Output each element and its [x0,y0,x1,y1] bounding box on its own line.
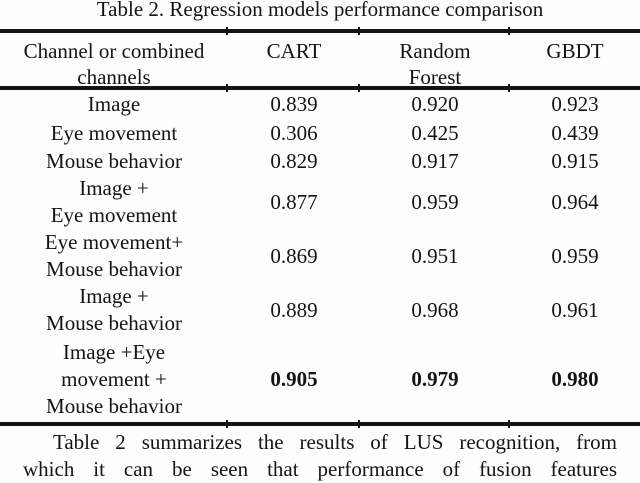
cell-gbdt: 0.964 [551,189,599,214]
cell-cart: 0.306 [270,120,318,145]
table-caption: Table 2. Regression models performance c… [96,0,544,21]
cell-cart: 0.877 [270,189,318,214]
header-cart: CART [266,39,322,63]
table-rule-bottom [0,420,640,428]
cell-channel: Image + Eye movement [50,176,178,227]
column-divider-mark [508,84,510,92]
cell-random-forest: 0.951 [411,243,459,268]
cell-gbdt: 0.915 [551,148,599,173]
cell-random-forest: 0.968 [411,297,459,322]
header-channel: Channel or combined channels [23,39,205,89]
cell-channel: Image [87,92,141,116]
cell-gbdt: 0.980 [551,367,599,391]
table-rule-top [0,27,640,35]
cell-random-forest: 0.425 [411,120,459,145]
cell-cart: 0.889 [270,297,318,322]
cell-gbdt: 0.959 [551,243,599,268]
cell-channel: Mouse behavior [46,148,182,173]
column-divider-mark [226,420,228,428]
cell-cart: 0.839 [270,92,318,116]
header-random-forest: Random Forest [399,39,471,89]
column-divider-mark [508,27,510,35]
cell-gbdt: 0.923 [551,92,599,116]
cell-random-forest: 0.917 [411,148,459,173]
body-text-line: which it can be seen that performance of… [23,457,617,481]
cell-channel: Image + Mouse behavior [46,284,182,335]
table-header-row: Channel or combined channels CART Random… [0,33,640,89]
cell-channel: Eye movement+ Mouse behavior [44,230,184,281]
cell-cart: 0.869 [270,243,318,268]
cell-channel: Eye movement [50,120,178,145]
cell-gbdt: 0.439 [551,120,599,145]
table-rule-header-bottom [0,84,640,92]
column-divider-mark [358,84,360,92]
body-paragraph: Table 2 summarizes the results of LUS re… [23,429,617,483]
column-divider-mark [226,84,228,92]
cell-channel: Image +Eye movement + Mouse behavior [46,340,182,418]
column-divider-mark [226,27,228,35]
header-gbdt: GBDT [546,39,604,63]
cell-random-forest: 0.979 [411,367,459,391]
cell-cart: 0.829 [270,148,318,173]
cell-gbdt: 0.961 [551,297,599,322]
table-body: Image 0.839 0.920 0.923 Eye movement 0.3… [0,90,640,422]
column-divider-mark [358,27,360,35]
cell-cart: 0.905 [270,367,318,391]
column-divider-mark [508,420,510,428]
column-divider-mark [358,420,360,428]
body-text-line: Table 2 summarizes the results of LUS re… [53,430,617,454]
cell-random-forest: 0.959 [411,189,459,214]
cell-random-forest: 0.920 [411,92,459,116]
